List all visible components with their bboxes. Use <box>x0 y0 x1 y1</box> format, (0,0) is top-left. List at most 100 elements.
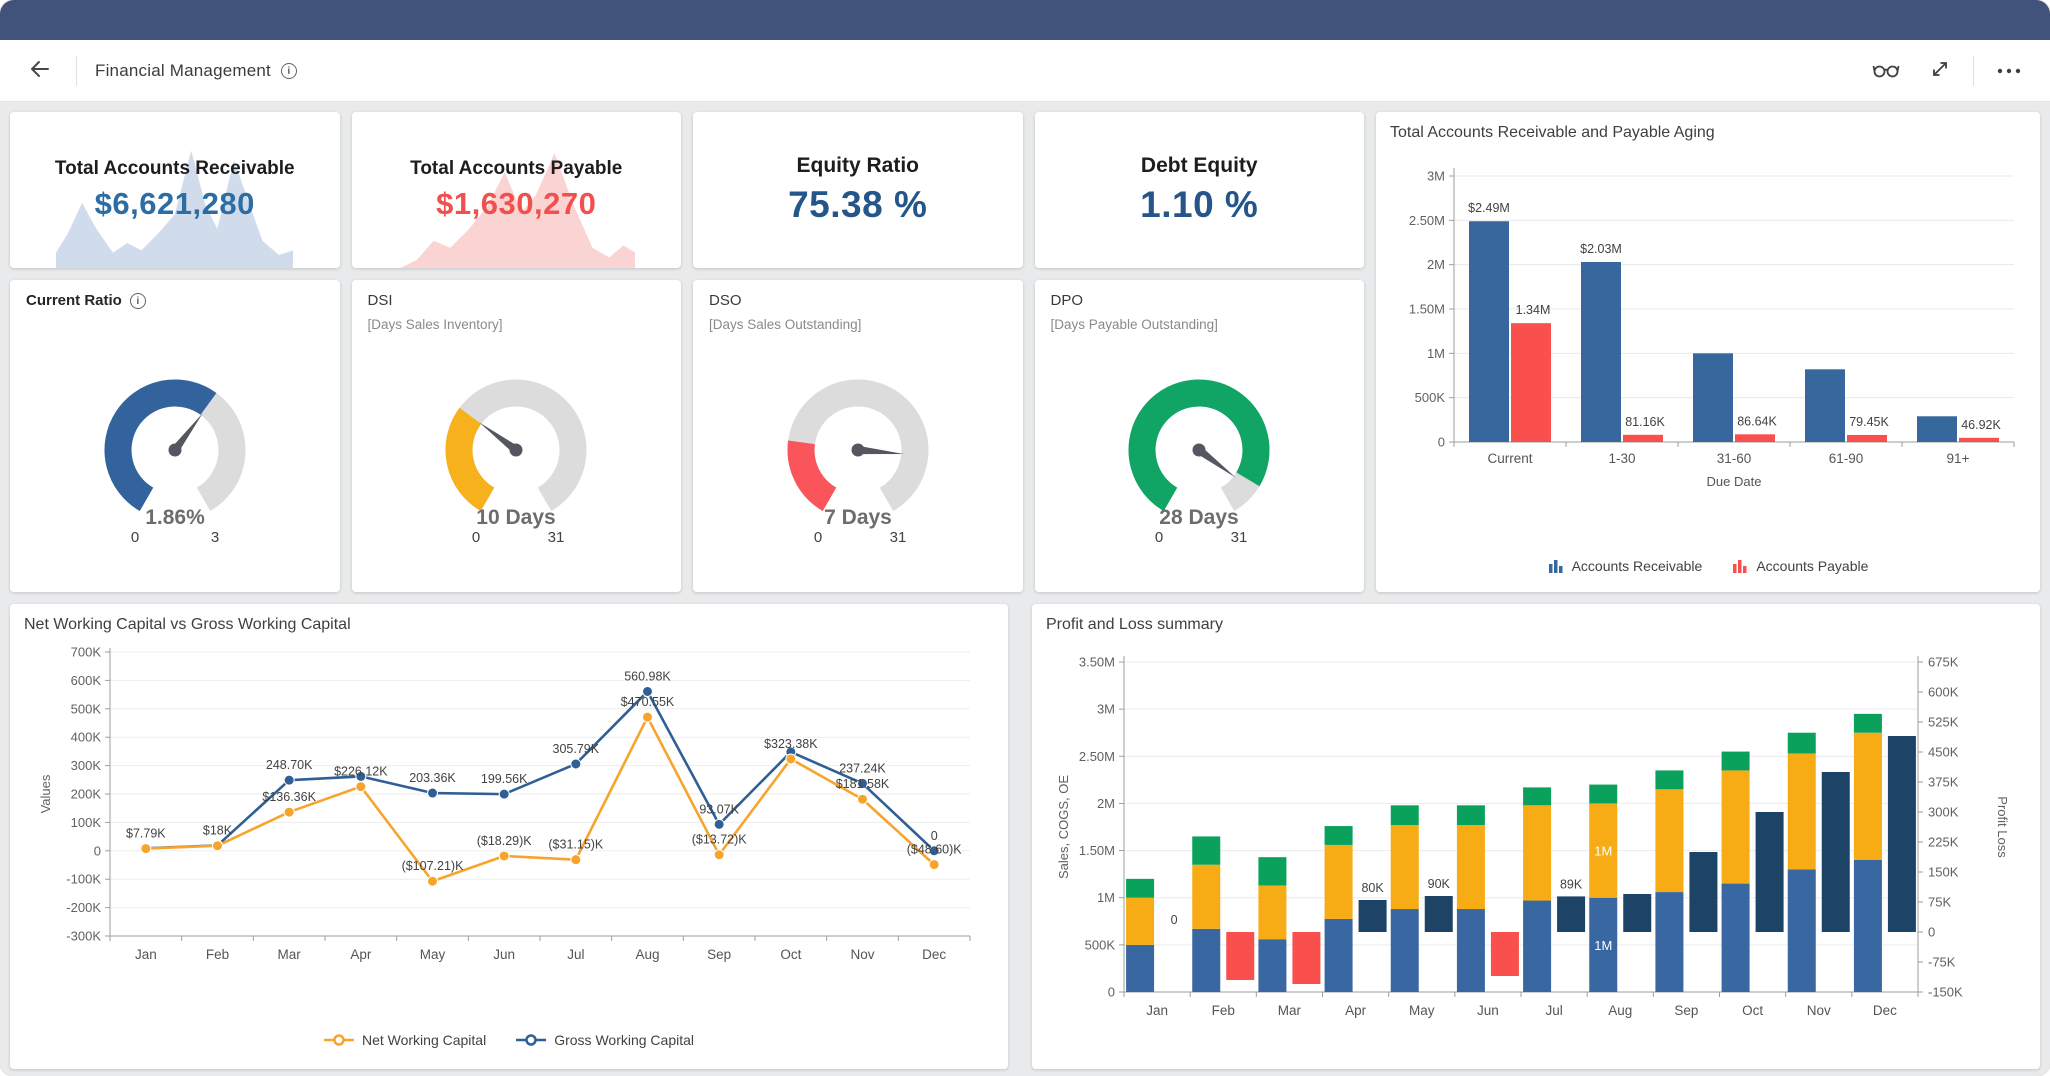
bar-chart-icon <box>1733 560 1747 573</box>
svg-text:46.92K: 46.92K <box>1961 418 2001 432</box>
svg-text:$18K: $18K <box>203 824 233 838</box>
working-capital-legend: Net Working Capital Gross Working Capita… <box>24 1023 994 1057</box>
svg-text:Jul: Jul <box>1545 1003 1562 1018</box>
legend-item-accounts-payable[interactable]: Accounts Payable <box>1732 558 1868 574</box>
svg-text:300K: 300K <box>71 758 102 773</box>
svg-text:79.45K: 79.45K <box>1849 415 1889 429</box>
gauge-subtitle: [Days Sales Inventory] <box>367 317 503 332</box>
legend-label: Accounts Receivable <box>1571 558 1703 574</box>
svg-text:Jan: Jan <box>1146 1003 1168 1018</box>
svg-text:($31.15)K: ($31.15)K <box>548 838 604 852</box>
gauge-current-ratio: 1.86% 0 3 <box>104 379 246 546</box>
legend-label: Net Working Capital <box>361 1032 487 1048</box>
fullscreen-button[interactable] <box>1923 52 1957 89</box>
profit-loss-chart-card: Profit and Loss summary 0 500K 1M 1.50M 2M 2.… <box>1032 604 2040 1069</box>
svg-text:600K: 600K <box>1928 685 1959 700</box>
svg-text:500K: 500K <box>1415 390 1446 405</box>
svg-text:150K: 150K <box>1928 865 1959 880</box>
preview-button[interactable] <box>1865 53 1907 88</box>
svg-text:0: 0 <box>131 529 139 542</box>
svg-text:560.98K: 560.98K <box>624 669 671 683</box>
kpi-title: Debt Equity <box>1140 154 1258 177</box>
legend-item-accounts-receivable[interactable]: Accounts Receivable <box>1548 558 1703 574</box>
kpi-card-debt-equity: Debt Equity 1.10 % <box>1034 112 1364 268</box>
svg-text:$470.55K: $470.55K <box>621 695 675 709</box>
svg-text:248.70K: 248.70K <box>266 758 313 772</box>
svg-text:Jun: Jun <box>493 947 515 962</box>
svg-text:Sales, COGS, OE: Sales, COGS, OE <box>1056 775 1071 879</box>
left-arrow-icon <box>28 57 52 84</box>
dashboard-content: Total Accounts Receivable $6,621,280 Tot… <box>0 102 2050 1076</box>
svg-text:375K: 375K <box>1928 775 1959 790</box>
svg-text:Sep: Sep <box>707 947 731 962</box>
svg-text:2M: 2M <box>1097 796 1115 811</box>
svg-text:($13.72)K: ($13.72)K <box>692 833 748 847</box>
svg-text:May: May <box>420 947 446 962</box>
svg-text:-75K: -75K <box>1928 955 1956 970</box>
svg-text:Dec: Dec <box>1873 1003 1897 1018</box>
svg-text:-300K: -300K <box>66 929 101 944</box>
kpi-card-total-accounts-payable: Total Accounts Payable $1,630,270 <box>351 112 681 268</box>
gauge-title: Current Ratio <box>26 292 122 309</box>
svg-text:90K: 90K <box>1428 877 1451 891</box>
working-capital-chart-card: Net Working Capital vs Gross Working Cap… <box>10 604 1008 1069</box>
svg-text:675K: 675K <box>1928 655 1959 670</box>
svg-text:199.56K: 199.56K <box>481 772 528 786</box>
chart-title: Profit and Loss summary <box>1046 616 1223 633</box>
svg-text:$136.36K: $136.36K <box>262 790 316 804</box>
back-button[interactable] <box>22 51 58 90</box>
svg-text:200K: 200K <box>71 787 102 802</box>
gauge-title: DSI <box>367 292 393 309</box>
svg-text:0: 0 <box>1155 529 1163 542</box>
info-icon[interactable]: i <box>280 62 297 79</box>
more-menu-button[interactable] <box>1990 57 2028 84</box>
svg-text:($48.60)K: ($48.60)K <box>907 843 963 857</box>
gauge-subtitle: [Days Sales Outstanding] <box>709 317 862 332</box>
gauge-card-dpo: DPO [Days Payable Outstanding] 28 Days 0 3… <box>1034 280 1364 592</box>
page-title-text: Financial Management <box>95 60 271 80</box>
svg-text:450K: 450K <box>1928 745 1959 760</box>
svg-text:3.50M: 3.50M <box>1079 655 1115 670</box>
svg-text:237.24K: 237.24K <box>839 761 886 775</box>
svg-text:$226.12K: $226.12K <box>334 765 388 779</box>
gauge-title: DSO <box>709 292 742 309</box>
info-icon[interactable]: i <box>129 292 146 309</box>
legend-item-gross-working-capital[interactable]: Gross Working Capital <box>516 1032 694 1048</box>
svg-text:0: 0 <box>94 843 101 858</box>
aging-legend: Accounts Receivable Accounts Payable <box>1390 549 2026 583</box>
gauge-subtitle: [Days Payable Outstanding] <box>1050 317 1218 332</box>
gauge-card-current-ratio: Current Ratio i 1.86% 0 3 <box>10 280 340 592</box>
svg-text:($18.29)K: ($18.29)K <box>477 834 533 848</box>
svg-text:May: May <box>1409 1003 1435 1018</box>
svg-text:31: 31 <box>889 529 906 542</box>
gauge-title: DPO <box>1050 292 1084 309</box>
svg-text:31: 31 <box>1231 529 1248 542</box>
svg-text:100K: 100K <box>71 815 102 830</box>
svg-text:203.36K: 203.36K <box>409 771 456 785</box>
svg-text:($107.21)K: ($107.21)K <box>402 859 465 873</box>
svg-text:1.50M: 1.50M <box>1079 843 1115 858</box>
aging-bar-chart: 0 500K 1M 1.50M 2M 2.50M 3M Current $2.49M 1.34M 1… <box>1409 168 2015 489</box>
svg-text:$7.79K: $7.79K <box>126 827 166 841</box>
svg-text:$2.03M: $2.03M <box>1580 242 1622 256</box>
svg-text:91+: 91+ <box>1947 451 1970 466</box>
svg-text:Profit Loss: Profit Loss <box>1995 796 2010 858</box>
svg-text:2.50M: 2.50M <box>1079 749 1115 764</box>
svg-text:1.34M: 1.34M <box>1516 303 1551 317</box>
kpi-value: 75.38 % <box>788 184 928 225</box>
svg-text:Jun: Jun <box>1477 1003 1499 1018</box>
legend-item-net-working-capital[interactable]: Net Working Capital <box>323 1032 487 1048</box>
chart-title: Net Working Capital vs Gross Working Cap… <box>24 616 351 633</box>
gauge-subtitle <box>26 317 324 333</box>
svg-text:Mar: Mar <box>278 947 302 962</box>
svg-text:31: 31 <box>548 529 565 542</box>
kpi-title: Total Accounts Payable <box>410 158 623 179</box>
svg-text:Mar: Mar <box>1278 1003 1302 1018</box>
svg-text:0: 0 <box>1108 985 1115 1000</box>
svg-text:Aug: Aug <box>635 947 659 962</box>
svg-text:1M: 1M <box>1594 938 1612 953</box>
svg-text:Current: Current <box>1487 451 1532 466</box>
svg-text:500K: 500K <box>1085 937 1116 952</box>
